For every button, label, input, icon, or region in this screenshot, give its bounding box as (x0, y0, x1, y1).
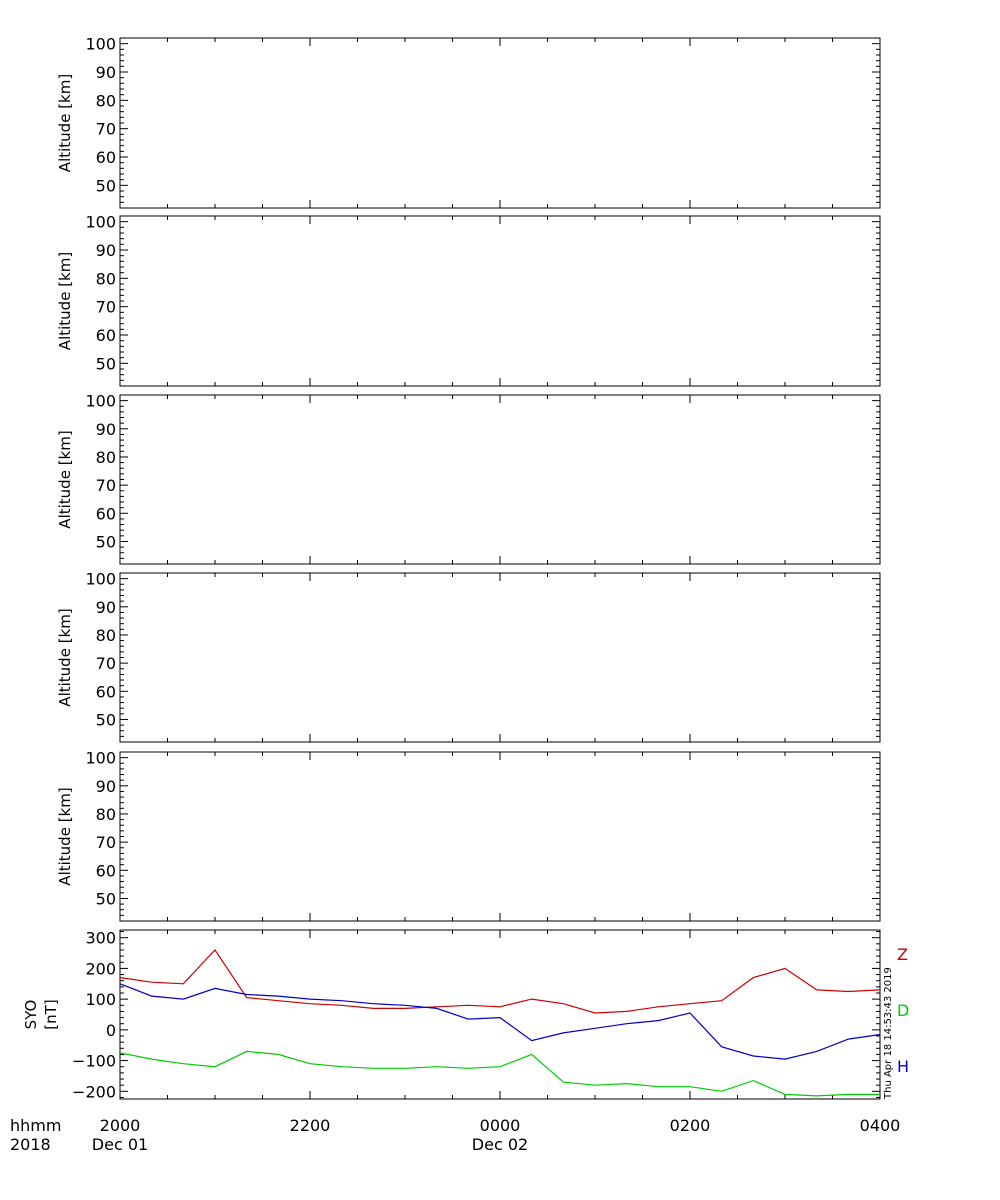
x-tick-label: 0000 (480, 1116, 521, 1135)
y-tick-label: 100 (85, 749, 116, 768)
y-axis-label: Altitude [km] (56, 608, 74, 706)
y-tick-label: 70 (96, 833, 116, 852)
y-tick-label: 80 (96, 448, 116, 467)
y-tick-label: 80 (96, 91, 116, 110)
y-axis-label: SYO (22, 1000, 40, 1030)
y-tick-label: 50 (96, 710, 116, 729)
y-tick-label: 70 (96, 298, 116, 317)
y-tick-label: 60 (96, 682, 116, 701)
panel-4: 50 60 70 80 90 100 Altitude [km] (56, 570, 881, 743)
y-axis-label: Altitude [km] (56, 787, 74, 885)
y-tick-label: 100 (85, 35, 116, 54)
y-tick-label: 90 (96, 63, 116, 82)
y-tick-label: 90 (96, 777, 116, 796)
y-tick-label: 100 (85, 570, 116, 589)
y-axis-unit-label: [nT] (42, 999, 60, 1029)
x-tick-label: 0200 (670, 1116, 711, 1135)
y-tick-label: 100 (85, 213, 116, 232)
y-tick-label: 60 (96, 148, 116, 167)
x-tick-label: 0400 (860, 1116, 901, 1135)
y-tick-label: 60 (96, 504, 116, 523)
x-tick-date-label: Dec 01 (92, 1135, 148, 1154)
y-axis-label: Altitude [km] (56, 252, 74, 350)
legend-label-d: D (897, 1001, 909, 1020)
y-tick-label: 200 (85, 959, 116, 978)
y-tick-label: 80 (96, 626, 116, 645)
x-tick-date-label: Dec 02 (472, 1135, 528, 1154)
y-tick-label: 60 (96, 326, 116, 345)
y-tick-label: 0 (106, 1021, 116, 1040)
legend-label-h: H (897, 1057, 909, 1076)
panel-frame (119, 751, 881, 922)
year-row-label: 2018 (10, 1135, 51, 1154)
y-tick-label: 70 (96, 120, 116, 139)
y-tick-label: 100 (85, 990, 116, 1009)
legend-label-z: Z (897, 945, 908, 964)
panel-frame (119, 394, 881, 565)
panel-frame (119, 929, 881, 1100)
series-line-h (119, 983, 881, 1060)
panel-frame (119, 215, 881, 387)
y-tick-label: 100 (85, 392, 116, 411)
timestamp: Thu Apr 18 14:53:43 2019 (883, 967, 894, 1100)
y-axis-label: Altitude [km] (56, 430, 74, 528)
x-tick-label: 2000 (100, 1116, 141, 1135)
y-tick-label: 70 (96, 476, 116, 495)
panel-3: 50 60 70 80 90 100 Altitude [km] (56, 392, 881, 565)
y-tick-label: 60 (96, 861, 116, 880)
panel-5: 50 60 70 80 90 100 Altitude [km] (56, 749, 881, 922)
y-tick-label: 70 (96, 654, 116, 673)
panel-frame (119, 572, 881, 743)
y-axis-label: Altitude [km] (56, 74, 74, 172)
x-tick-label: 2200 (290, 1116, 331, 1135)
y-tick-label: 80 (96, 805, 116, 824)
panel-1: 50 60 70 80 90 100 Altitude [km] (56, 35, 881, 209)
y-tick-label: 90 (96, 598, 116, 617)
series-line-z (119, 949, 881, 1014)
y-tick-label: −100 (72, 1052, 116, 1071)
y-tick-label: 50 (96, 532, 116, 551)
legend: Z D H (897, 945, 909, 1076)
y-tick-label: 90 (96, 241, 116, 260)
y-tick-label: 50 (96, 354, 116, 373)
series-line-d (119, 1050, 880, 1097)
panel-2: 50 60 70 80 90 100 Altitude [km] (56, 213, 881, 387)
y-tick-label: 80 (96, 269, 116, 288)
y-tick-label: 50 (96, 176, 116, 195)
panel-6: −200 −100 0 100 200 300 SYO [nT] (22, 929, 881, 1101)
y-tick-label: 90 (96, 420, 116, 439)
panels-group: 50 60 70 80 90 100 Altitude [km] 50 60 70 80 90 100 A… (22, 35, 881, 1101)
time-row-label: hhmm (10, 1116, 61, 1135)
y-tick-label: 50 (96, 889, 116, 908)
y-tick-label: −200 (72, 1082, 116, 1101)
y-tick-label: 300 (85, 929, 116, 948)
panel-frame (119, 37, 881, 209)
